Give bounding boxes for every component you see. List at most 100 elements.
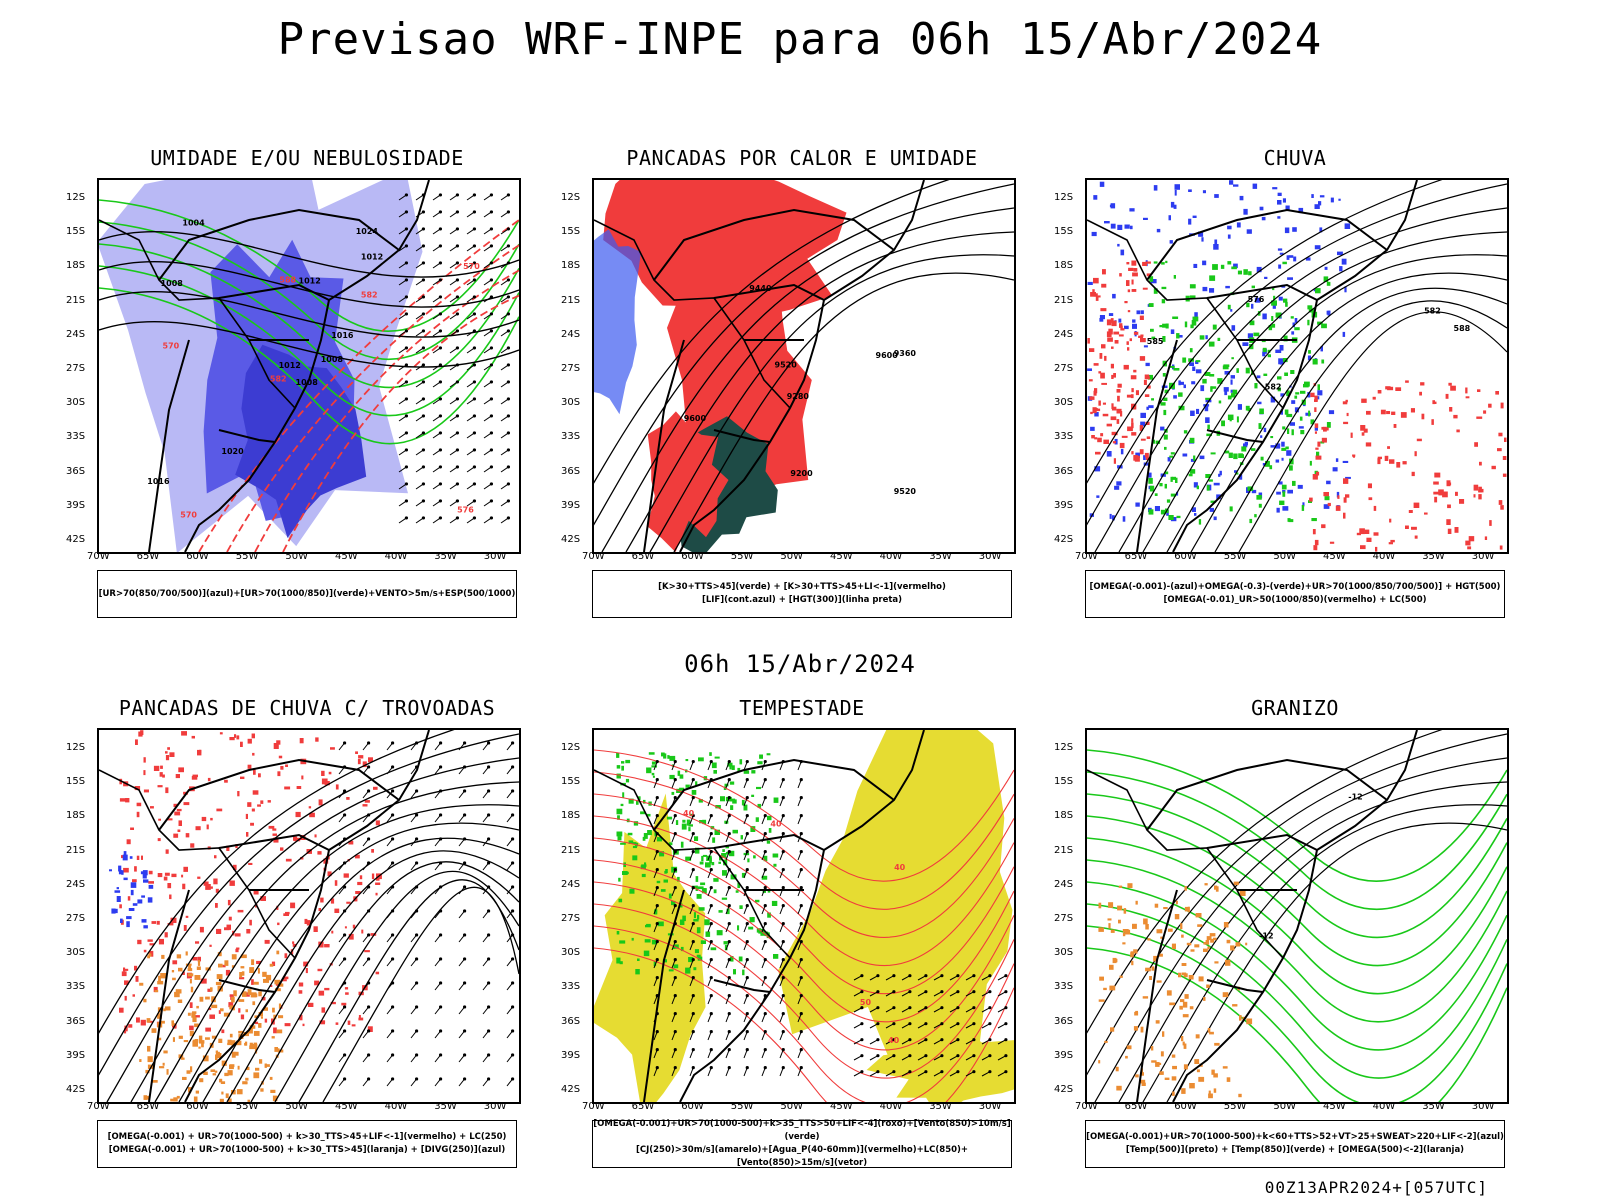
lat-tick-label: 15S bbox=[66, 776, 86, 788]
lon-tick-label: 55W bbox=[235, 551, 259, 562]
lat-tick-label: 12S bbox=[1054, 192, 1074, 203]
lon-tick-label: 45W bbox=[830, 551, 853, 562]
contour-label: -12 bbox=[1259, 932, 1273, 941]
lat-tick-label: 24S bbox=[1054, 328, 1074, 340]
forecast-time-label: 06h 15/Abr/2024 bbox=[684, 650, 916, 678]
contour-label: 9280 bbox=[787, 392, 810, 401]
panel-title: TEMPESTADE bbox=[739, 696, 865, 720]
lon-tick-label: 30W bbox=[1471, 1101, 1495, 1112]
contour-label: 1012 bbox=[279, 361, 301, 370]
wind-vectors bbox=[398, 193, 511, 524]
lon-tick-label: 40W bbox=[384, 1101, 408, 1112]
lat-tick-label: 12S bbox=[66, 742, 86, 753]
hgt500-contours bbox=[1087, 180, 1507, 552]
contour-labels: 40 40 40 50 40 bbox=[683, 809, 906, 1045]
lon-tick-label: 60W bbox=[1174, 551, 1197, 562]
lon-tick-label: 40W bbox=[879, 551, 903, 562]
lif-blue bbox=[594, 229, 641, 415]
lat-tick-label: 15S bbox=[66, 226, 86, 238]
lon-tick-label: 70W bbox=[582, 1101, 605, 1112]
lat-tick-label: 24S bbox=[561, 328, 581, 340]
lon-tick-label: 40W bbox=[1372, 551, 1396, 562]
lat-tick-label: 36S bbox=[66, 465, 86, 477]
contour-label: -12 bbox=[1348, 793, 1362, 802]
legend-line: [UR>70(850/700/500)](azul)+[UR>70(1000/8… bbox=[98, 588, 516, 599]
hgt300-contours bbox=[594, 180, 1014, 552]
contour-label: 9440 bbox=[749, 284, 772, 293]
coastline-borders bbox=[594, 730, 925, 1102]
lon-tick-label: 70W bbox=[582, 551, 605, 562]
lat-tick-label: 42S bbox=[561, 534, 581, 545]
weather-map-1: 1008 1008 1012 1016 1016 1020 1024 1012 1012 1008… bbox=[97, 178, 521, 554]
lon-tick-label: 70W bbox=[87, 1101, 110, 1112]
contour-labels: 9600 9520 9360 9280 9200 9440 9520 9600 bbox=[684, 284, 917, 496]
omega-blue bbox=[1087, 180, 1351, 522]
streamline-arrows bbox=[338, 741, 515, 1087]
contour-label: 9600 bbox=[684, 414, 707, 423]
contour-label: 570 bbox=[180, 511, 197, 520]
contour-label: 570 bbox=[463, 262, 480, 271]
lat-tick-label: 15S bbox=[561, 776, 581, 788]
lon-tick-label: 55W bbox=[730, 1101, 754, 1112]
thickness-red bbox=[198, 219, 519, 552]
lon-tick-label: 35W bbox=[929, 551, 952, 562]
lat-tick-label: 30S bbox=[1054, 397, 1074, 409]
contour-label: 40 bbox=[888, 1036, 900, 1045]
legend-line: [K>30+TTS>45](verde) + [K>30+TTS>45+LI<-… bbox=[658, 582, 946, 592]
legend-line: [OMEGA(-0.01)_UR>50(1000/850)(vermelho) … bbox=[1163, 595, 1427, 605]
map-legend: [OMEGA(-0.001)-(azul)+OMEGA(-0.3)-(verde… bbox=[1085, 570, 1505, 618]
lon-tick-label: 65W bbox=[631, 551, 655, 562]
lon-tick-label: 65W bbox=[136, 1101, 160, 1112]
weather-map-6: -12 -12 bbox=[1085, 728, 1509, 1104]
lat-tick-label: 24S bbox=[1054, 878, 1074, 890]
lat-tick-label: 39S bbox=[1054, 499, 1074, 511]
lon-tick-label: 40W bbox=[1372, 1101, 1396, 1112]
lat-tick-label: 39S bbox=[561, 1049, 581, 1061]
lon-tick-label: 45W bbox=[830, 1101, 853, 1112]
omega-red-east bbox=[1309, 380, 1507, 552]
wind850-vectors-east bbox=[853, 974, 1008, 1077]
lat-tick-label: 21S bbox=[66, 294, 86, 306]
lat-tick-label: 39S bbox=[66, 499, 86, 511]
lat-tick-label: 33S bbox=[66, 981, 86, 993]
lat-tick-label: 27S bbox=[561, 363, 581, 374]
lat-tick-label: 42S bbox=[1054, 534, 1074, 545]
lat-tick-label: 18S bbox=[1054, 260, 1074, 272]
jet-yellow-west bbox=[594, 793, 706, 1102]
lon-tick-label: 35W bbox=[1422, 551, 1445, 562]
lon-tick-label: 30W bbox=[978, 1101, 1002, 1112]
lat-tick-label: 12S bbox=[561, 192, 581, 203]
weather-map-2: 9600 9520 9360 9280 9200 9440 9520 9600 bbox=[592, 178, 1016, 554]
contour-labels: 1008 1008 1012 1016 1016 1020 1024 1012 1012 1008… bbox=[147, 219, 480, 520]
contour-label: 1008 bbox=[321, 355, 344, 364]
lon-tick-label: 30W bbox=[978, 551, 1002, 562]
lon-tick-label: 55W bbox=[730, 551, 754, 562]
lon-tick-label: 35W bbox=[929, 1101, 952, 1112]
contour-label: 1016 bbox=[331, 331, 354, 340]
legend-line: [LIF](cont.azul) + [HGT(300)](linha pret… bbox=[701, 595, 903, 605]
lat-tick-label: 27S bbox=[1054, 913, 1074, 924]
lon-tick-label: 70W bbox=[87, 551, 110, 562]
lon-tick-label: 50W bbox=[780, 551, 804, 562]
jet-yellow-corner bbox=[866, 1029, 1014, 1102]
map-legend: [K>30+TTS>45](verde) + [K>30+TTS>45+LI<-… bbox=[592, 570, 1012, 618]
lat-tick-label: 36S bbox=[66, 1015, 86, 1027]
omega-red-west bbox=[1087, 260, 1151, 464]
weather-map-5: 40 40 40 50 40 bbox=[592, 728, 1016, 1104]
lon-tick-label: 70W bbox=[1075, 1101, 1098, 1112]
legend-line: [Temp(500)](preto) + [Temp(850)](verde) … bbox=[1125, 1145, 1465, 1155]
lat-tick-label: 39S bbox=[66, 1049, 86, 1061]
lon-tick-label: 30W bbox=[483, 1101, 507, 1112]
lat-tick-label: 30S bbox=[561, 947, 581, 959]
lon-tick-label: 60W bbox=[681, 1101, 704, 1112]
legend-line: [OMEGA(-0.001) + UR>70(1000-500) + k>30_… bbox=[107, 1132, 507, 1142]
main-title: Previsao WRF-INPE para 06h 15/Abr/2024 bbox=[277, 14, 1323, 65]
lat-tick-label: 27S bbox=[66, 913, 86, 924]
lat-tick-label: 42S bbox=[561, 1084, 581, 1095]
panel-title: UMIDADE E/OU NEBULOSIDADE bbox=[150, 146, 464, 170]
humidity-low-green bbox=[99, 199, 519, 445]
contour-label: 1012 bbox=[361, 252, 383, 261]
lat-tick-label: 33S bbox=[561, 981, 581, 993]
coastline-borders bbox=[1087, 730, 1418, 1102]
legend-line: [OMEGA(-0.001) + UR>70(1000-500) + k>30_… bbox=[108, 1145, 506, 1155]
